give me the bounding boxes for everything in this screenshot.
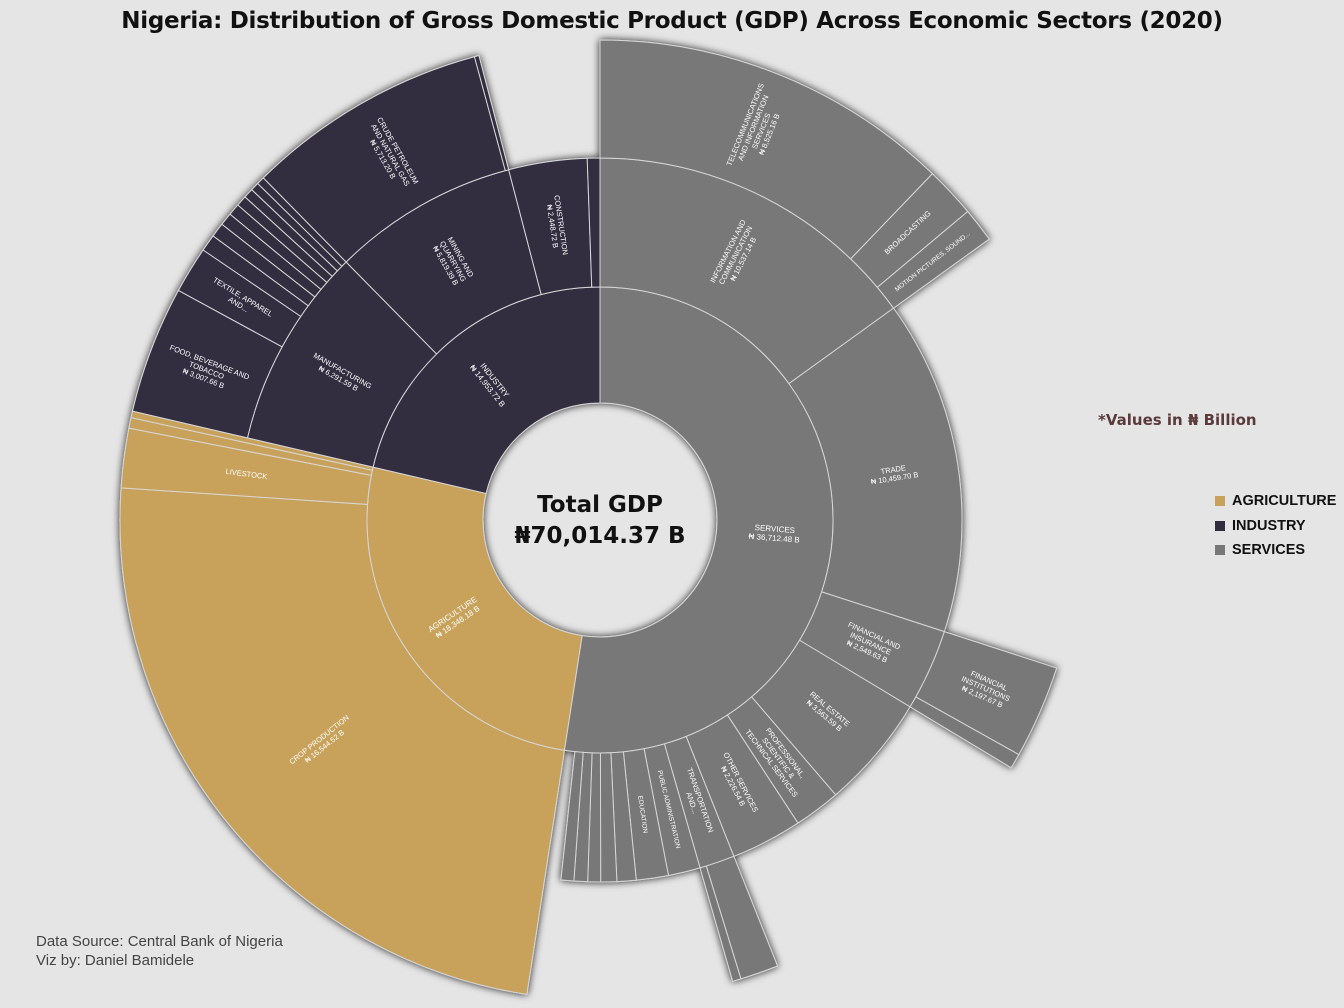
legend-item-services: SERVICES [1215, 538, 1336, 563]
legend-swatch [1215, 496, 1225, 507]
values-note: *Values in ₦ Billion [1098, 411, 1257, 429]
center-label: Total GDP ₦70,014.37 B [514, 492, 685, 549]
center-total: ₦70,014.37 B [514, 523, 685, 549]
rings-layer [119, 39, 1058, 995]
legend-item-agriculture: AGRICULTURE [1215, 489, 1336, 514]
chart-title: Nigeria: Distribution of Gross Domestic … [121, 8, 1223, 34]
arc-crop-production [119, 487, 566, 995]
data-source: Data Source: Central Bank of Nigeria [36, 933, 283, 950]
legend-label: INDUSTRY [1232, 517, 1306, 534]
center-title: Total GDP [537, 492, 663, 518]
legend-item-industry: INDUSTRY [1215, 514, 1336, 539]
legend-label: AGRICULTURE [1232, 493, 1337, 510]
segment-label: SERVICES₦ 36,712.48 B [748, 523, 800, 545]
footer: Data Source: Central Bank of Nigeria Viz… [36, 932, 283, 970]
viz-credit: Viz by: Daniel Bamidele [36, 952, 195, 969]
arc-segment [560, 751, 584, 882]
legend-swatch [1215, 545, 1225, 556]
legend-swatch [1215, 520, 1225, 531]
legend-label: SERVICES [1232, 542, 1306, 559]
legend: AGRICULTURE INDUSTRY SERVICES [1215, 489, 1336, 563]
